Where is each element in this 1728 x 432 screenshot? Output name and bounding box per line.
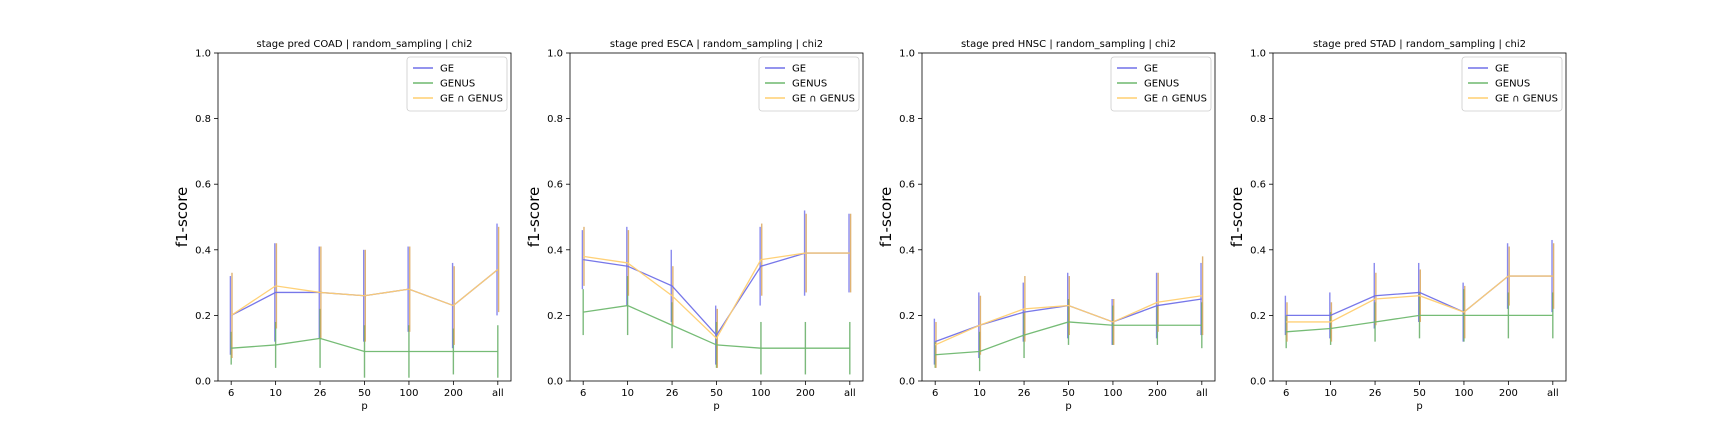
chart-4-xtick-label: all [1547,388,1559,399]
chart-3-ytick-label: 0.4 [899,245,915,256]
chart-4-xlabel: p [1416,401,1422,412]
chart-1-xtick-label: 6 [228,388,234,399]
chart-1-ytick-label: 0.2 [195,311,211,322]
chart-3-axes-frame [921,52,1216,382]
chart-1-ytick-label: 0.8 [195,114,211,125]
chart-4-xtick-label: 200 [1499,388,1518,399]
chart-4-xtick-label: 10 [1324,388,1337,399]
chart-3-ytick-label: 0.8 [899,114,915,125]
chart-3-ytick-label: 0.6 [899,180,915,191]
chart-4-ylabel: f1-score [1228,187,1246,248]
chart-3-xlabel: p [1065,401,1071,412]
chart-2-axes-frame [569,52,864,382]
chart-2-xtick-label: all [844,388,856,399]
chart-1-legend-label: GE ∩ GENUS [440,94,503,105]
chart-1-xtick-label: 26 [314,388,327,399]
chart-4-title: stage pred STAD | random_sampling | chi2 [1313,39,1526,50]
chart-2-xtick-label: 10 [621,388,634,399]
chart-3-xtick-label: 6 [932,388,938,399]
chart-1-xlabel: p [361,401,367,412]
chart-4-xtick-label: 50 [1413,388,1426,399]
chart-4-legend-label: GE ∩ GENUS [1495,94,1558,105]
chart-1-xtick-label: 100 [399,388,418,399]
chart-3-ytick-label: 0.2 [899,311,915,322]
chart-1-xtick-label: all [492,388,504,399]
chart-2-title: stage pred ESCA | random_sampling | chi2 [610,39,823,50]
chart-2-xtick-label: 200 [796,388,815,399]
chart-1-ylabel: f1-score [173,187,191,248]
chart-4-xtick-label: 100 [1454,388,1473,399]
chart-3-xtick-label: 100 [1103,388,1122,399]
chart-3-ytick-label: 0.0 [899,377,915,388]
chart-3-legend-label: GE ∩ GENUS [1144,94,1207,105]
chart-1-title: stage pred COAD | random_sampling | chi2 [257,39,473,50]
chart-2-ytick-label: 0.0 [547,377,563,388]
chart-3-ylabel: f1-score [877,187,895,248]
chart-2-xtick-label: 26 [666,388,679,399]
chart-3-legend-label: GENUS [1144,79,1179,90]
chart-1-ytick-label: 0.6 [195,180,211,191]
chart-4-ytick-label: 0.8 [1250,114,1266,125]
chart-2-ylabel: f1-score [525,187,543,248]
chart-4-ytick-label: 0.0 [1250,377,1266,388]
chart-1-ytick-label: 0.4 [195,245,211,256]
chart-1-ytick-label: 0.0 [195,377,211,388]
chart-3-xtick-label: 50 [1062,388,1075,399]
chart-3-xtick-label: all [1196,388,1208,399]
chart-4-xtick-label: 6 [1283,388,1289,399]
chart-3-xtick-label: 10 [973,388,986,399]
chart-2-legend-label: GE [792,64,806,75]
chart-2-xtick-label: 6 [580,388,586,399]
chart-2-xtick-label: 100 [751,388,770,399]
chart-1-legend-label: GENUS [440,79,475,90]
chart-2-ytick-label: 0.4 [547,245,563,256]
chart-4-axes-frame [1272,52,1567,382]
chart-3-legend-label: GE [1144,64,1158,75]
chart-3-xtick-label: 200 [1148,388,1167,399]
chart-1-xtick-label: 10 [269,388,282,399]
chart-1-ytick-label: 1.0 [195,49,211,60]
chart-2-xlabel: p [713,401,719,412]
chart-3-title: stage pred HNSC | random_sampling | chi2 [961,39,1176,50]
chart-1-xtick-label: 200 [444,388,463,399]
chart-1-legend-label: GE [440,64,454,75]
chart-3-xtick-label: 26 [1018,388,1031,399]
chart-3-ytick-label: 1.0 [899,49,915,60]
chart-2-legend-label: GE ∩ GENUS [792,94,855,105]
chart-2-ytick-label: 0.8 [547,114,563,125]
chart-2-ytick-label: 1.0 [547,49,563,60]
chart-4-ytick-label: 0.4 [1250,245,1266,256]
chart-4-xtick-label: 26 [1369,388,1382,399]
chart-2-xtick-label: 50 [710,388,723,399]
chart-4-ytick-label: 1.0 [1250,49,1266,60]
chart-2-ytick-label: 0.6 [547,180,563,191]
chart-4-ytick-label: 0.2 [1250,311,1266,322]
chart-4-ytick-label: 0.6 [1250,180,1266,191]
chart-1-axes-frame [217,52,512,382]
chart-4-legend-label: GE [1495,64,1509,75]
chart-4-legend-label: GENUS [1495,79,1530,90]
chart-1-xtick-label: 50 [358,388,371,399]
chart-2-legend-label: GENUS [792,79,827,90]
chart-2-ytick-label: 0.2 [547,311,563,322]
